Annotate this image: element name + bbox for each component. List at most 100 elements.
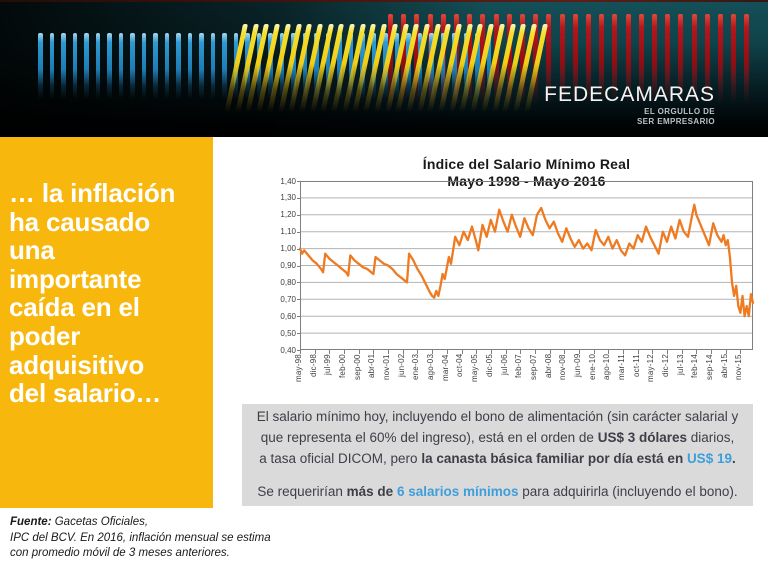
y-axis-tick [296, 282, 300, 284]
banner-bar-blue [61, 33, 66, 99]
banner-bar-red [401, 14, 407, 104]
source-line-3: con promedio móvil de 3 meses anteriores… [10, 547, 230, 560]
x-axis-label: jul-13 [675, 354, 685, 375]
banner-bar-red [625, 14, 631, 104]
banner-bar-blue [440, 33, 445, 99]
banner-bar-blue [164, 33, 169, 99]
banner-bar-blue [337, 33, 342, 99]
y-axis-label: 0,80 [280, 277, 296, 287]
y-axis-tick [296, 197, 300, 199]
banner-bar-blue [130, 33, 135, 99]
x-axis-tick [549, 350, 551, 354]
banner-bar-blue [72, 33, 77, 99]
banner-bar-blue [107, 33, 112, 99]
x-axis-tick [667, 350, 668, 354]
x-axis-label: may-12 [646, 354, 656, 382]
fedecamaras-logo: FEDECAMARAS EL ORGULLO DE SER EMPRESARIO [544, 84, 715, 127]
headline-text: … la inflación ha causado una importante… [9, 178, 176, 409]
x-axis-label: ene-03 [411, 354, 421, 381]
x-axis-tick [593, 350, 595, 354]
x-axis-label: jun-02 [396, 354, 406, 378]
x-axis-tick [608, 350, 610, 354]
x-axis-tick [344, 350, 345, 354]
banner-bar-blue [199, 33, 204, 99]
banner-bar-blue [222, 33, 227, 99]
x-axis-label: dic-05 [484, 354, 494, 377]
x-axis-label: mar-11 [616, 354, 626, 380]
x-axis-tick [578, 350, 580, 354]
banner-bar-blue [463, 33, 468, 99]
y-axis-tick [296, 333, 300, 335]
banner-bar-blue [38, 33, 43, 99]
banner-bar-red [572, 14, 578, 104]
source-label: Fuente: [10, 516, 52, 528]
x-axis-tick [300, 350, 301, 354]
y-axis-label: 1,30 [280, 193, 296, 203]
y-axis-label: 1,20 [280, 210, 296, 220]
x-axis-label: abr-08 [543, 354, 553, 379]
x-axis-tick [564, 350, 566, 354]
x-axis-tick [637, 350, 639, 354]
plot-border [300, 181, 753, 350]
banner-bar-blue [475, 33, 480, 99]
source-rest: Gacetas Oficiales, [51, 516, 149, 528]
banner-bar-blue [452, 33, 457, 99]
banner-bar-blue [314, 33, 319, 99]
x-axis-tick [476, 350, 478, 354]
banner-bar-red [652, 14, 657, 104]
x-axis-tick [358, 350, 360, 354]
banner-bar-red [506, 14, 512, 104]
x-axis-label: sep-14 [705, 354, 715, 380]
banner-bar-red [599, 14, 605, 104]
y-axis-tick [296, 265, 300, 267]
x-axis-tick [696, 350, 698, 354]
banner-bar-red [454, 14, 459, 104]
x-axis-label: nov-01 [382, 354, 392, 380]
x-axis-tick [652, 350, 654, 354]
banner-bar-red [744, 14, 750, 104]
x-axis-tick [417, 350, 419, 354]
banner-bar-blue [325, 33, 330, 99]
x-axis-tick [490, 350, 492, 354]
banner-bar-red [691, 14, 697, 104]
banner-bar-red [520, 14, 525, 104]
info-text-segment: El salario mínimo hoy, incluyendo el bon… [256, 409, 739, 446]
y-axis-tick [296, 248, 300, 250]
banner: FEDECAMARAS EL ORGULLO DE SER EMPRESARIO [0, 0, 768, 137]
logo-text: FEDECAMARAS [544, 83, 715, 106]
banner-bar-blue [141, 33, 146, 99]
x-axis-label: feb-00 [338, 354, 348, 378]
banner-bar-blue [153, 33, 158, 99]
info-paragraph-1: El salario mínimo hoy, incluyendo el bon… [256, 407, 739, 470]
banner-bar-blue [187, 33, 192, 99]
chart-title-line1: Índice del Salario Mínimo Real [422, 156, 631, 172]
x-axis-tick [623, 350, 624, 354]
x-axis-label: sep-00 [352, 354, 362, 380]
banner-bar-red [559, 14, 565, 104]
banner-bar-blue [302, 33, 307, 99]
x-axis-label: may-98 [294, 354, 303, 382]
x-axis-tick [373, 350, 375, 354]
banner-bar-red [678, 14, 684, 104]
x-axis-label: ene-10 [587, 354, 597, 381]
x-axis-label: mar-04 [440, 354, 450, 381]
x-axis-label: feb-14 [690, 354, 700, 378]
x-axis-tick [432, 350, 434, 354]
x-axis-tick [725, 350, 727, 354]
x-axis-tick [505, 350, 507, 354]
banner-bar-blue [118, 33, 123, 99]
salary-index-line [298, 203, 755, 318]
banner-bar-red [718, 14, 723, 104]
info-text-segment: diarios, a tasa oficial DICOM, pero [259, 430, 735, 466]
y-axis-tick [296, 316, 300, 318]
banner-bar-red [704, 14, 710, 104]
info-box: El salario mínimo hoy, incluyendo el bon… [242, 404, 753, 506]
x-axis-label: ago-03 [426, 354, 436, 381]
banner-bar-red [546, 14, 552, 104]
y-axis-tick [296, 299, 300, 301]
x-axis-tick [314, 350, 316, 354]
x-axis-label: may-05 [470, 354, 480, 382]
logo-tagline: EL ORGULLO DE SER EMPRESARIO [544, 107, 715, 127]
source-note: Fuente: Gacetas Oficiales, IPC del BCV. … [10, 515, 271, 562]
